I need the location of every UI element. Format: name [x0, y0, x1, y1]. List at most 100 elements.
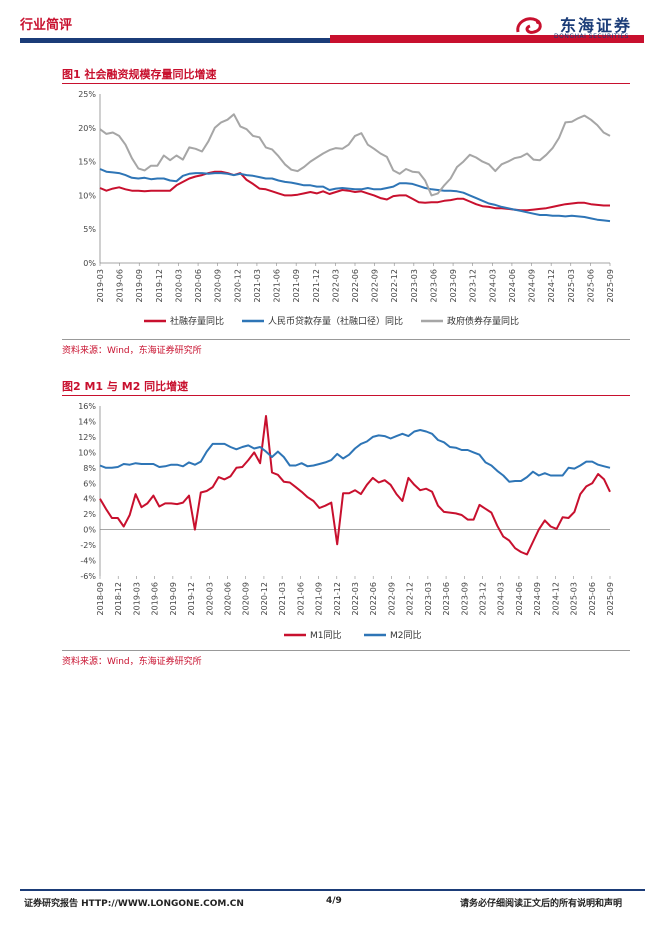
x-tick-label: 2022-03: [351, 582, 360, 615]
x-tick-label: 2025-09: [606, 269, 615, 302]
y-tick-label: 8%: [83, 464, 96, 473]
figure1-bottom-rule: [62, 339, 630, 340]
x-tick-label: 2019-09: [135, 269, 144, 302]
x-tick-label: 2023-03: [410, 269, 419, 302]
x-tick-label: 2021-03: [253, 269, 262, 302]
footer-divider: [20, 889, 645, 891]
x-tick-label: 2024-12: [551, 582, 560, 615]
y-tick-label: 6%: [83, 479, 96, 488]
x-tick-label: 2018-12: [114, 582, 123, 615]
figure2-top-rule: [62, 395, 630, 396]
footer-website: 证券研究报告 HTTP://WWW.LONGONE.COM.CN: [24, 899, 244, 909]
series-line-3: [99, 113, 611, 197]
x-tick-label: 2021-09: [292, 269, 301, 302]
x-tick-label: 2024-09: [528, 269, 537, 302]
x-tick-label: 2019-06: [116, 269, 125, 302]
y-tick-label: 5%: [83, 225, 96, 234]
x-tick-label: 2022-03: [331, 269, 340, 302]
x-tick-label: 2018-09: [96, 582, 105, 615]
x-tick-label: 2024-03: [497, 582, 506, 615]
x-tick-label: 2022-12: [406, 582, 415, 615]
y-tick-label: 0%: [83, 526, 96, 535]
y-tick-label: 2%: [83, 510, 96, 519]
series-line-2: [99, 429, 611, 483]
x-tick-label: 2021-09: [315, 582, 324, 615]
logo-chinese-name: 东海证券: [560, 16, 633, 35]
figure1-title: 图1 社会融资规模存量同比增速: [62, 68, 217, 81]
x-tick-label: 2023-06: [442, 582, 451, 615]
y-tick-label: -2%: [80, 541, 96, 550]
x-tick-label: 2023-03: [424, 582, 433, 615]
x-tick-label: 2019-12: [187, 582, 196, 615]
footer-page-number: 4/9: [326, 896, 342, 906]
x-tick-label: 2020-12: [260, 582, 269, 615]
legend-label: 政府债券存量同比: [447, 315, 519, 327]
x-tick-label: 2021-06: [296, 582, 305, 615]
x-tick-label: 2022-06: [369, 582, 378, 615]
y-tick-label: 12%: [78, 433, 96, 442]
figure1-source: 资料来源：Wind，东海证券研究所: [62, 346, 202, 356]
x-tick-label: 2023-09: [449, 269, 458, 302]
y-tick-label: 10%: [78, 448, 96, 457]
x-tick-label: 2024-06: [515, 582, 524, 615]
y-tick-label: -4%: [80, 557, 96, 566]
company-logo: [512, 14, 552, 38]
x-tick-label: 2020-03: [205, 582, 214, 615]
x-tick-label: 2025-06: [586, 269, 595, 302]
x-tick-label: 2021-12: [312, 269, 321, 302]
logo-english-name: DONGHAI SECURITIES: [554, 33, 629, 40]
x-tick-label: 2019-09: [169, 582, 178, 615]
x-tick-label: 2019-12: [155, 269, 164, 302]
y-tick-label: 20%: [78, 124, 96, 133]
x-tick-label: 2020-03: [174, 269, 183, 302]
x-tick-label: 2022-12: [390, 269, 399, 302]
x-tick-label: 2022-09: [371, 269, 380, 302]
x-tick-label: 2025-03: [570, 582, 579, 615]
x-tick-label: 2020-09: [214, 269, 223, 302]
legend-label: M1同比: [310, 629, 342, 641]
x-tick-label: 2025-06: [588, 582, 597, 615]
y-tick-label: 15%: [78, 158, 96, 167]
figure2-title: 图2 M1 与 M2 同比增速: [62, 380, 189, 393]
x-tick-label: 2023-06: [429, 269, 438, 302]
legend-label: M2同比: [390, 629, 422, 641]
figure1-top-rule: [62, 83, 630, 84]
report-section-title: 行业简评: [20, 18, 73, 33]
figure2-chart: -6% -4% -2% 0% 2% 4% 6% 8% 10% 12% 14% 16% 2018-09 20…: [78, 402, 615, 641]
legend-label: 社融存量同比: [170, 315, 224, 327]
y-tick-label: 16%: [78, 402, 96, 411]
x-tick-label: 2019-03: [96, 269, 105, 302]
y-tick-label: 4%: [83, 495, 96, 504]
figure2-source: 资料来源：Wind，东海证券研究所: [62, 657, 202, 667]
header-divider-blue: [20, 38, 520, 43]
dragon-logo-icon: [516, 17, 542, 34]
x-tick-label: 2025-03: [567, 269, 576, 302]
series-line-2: [99, 168, 611, 223]
x-tick-label: 2019-06: [151, 582, 160, 615]
x-tick-label: 2021-12: [333, 582, 342, 615]
legend-label: 人民币贷款存量（社融口径）同比: [268, 315, 403, 327]
x-tick-label: 2022-09: [387, 582, 396, 615]
x-tick-label: 2025-09: [606, 582, 615, 615]
y-tick-label: -6%: [80, 572, 96, 581]
x-tick-label: 2020-06: [194, 269, 203, 302]
x-tick-label: 2022-06: [351, 269, 360, 302]
y-tick-label: 14%: [78, 417, 96, 426]
x-tick-label: 2024-03: [488, 269, 497, 302]
figure2-bottom-rule: [62, 650, 630, 651]
series-line-1: [99, 170, 610, 212]
y-tick-label: 0%: [83, 259, 96, 268]
x-tick-label: 2020-06: [224, 582, 233, 615]
x-tick-label: 2023-12: [479, 582, 488, 615]
y-tick-label: 10%: [78, 191, 96, 200]
footer-disclaimer: 请务必仔细阅读正文后的所有说明和声明: [460, 899, 623, 909]
figure1-chart: 0% 5% 10% 15% 20% 25% 2019-03 2019-06 2019-09 201…: [78, 90, 615, 327]
x-tick-label: 2019-03: [132, 582, 141, 615]
x-tick-label: 2024-09: [533, 582, 542, 615]
x-tick-label: 2020-12: [233, 269, 242, 302]
x-tick-label: 2021-06: [273, 269, 282, 302]
y-tick-label: 25%: [78, 90, 96, 99]
series-line-1: [99, 415, 611, 556]
x-tick-label: 2024-12: [547, 269, 556, 302]
x-tick-label: 2024-06: [508, 269, 517, 302]
